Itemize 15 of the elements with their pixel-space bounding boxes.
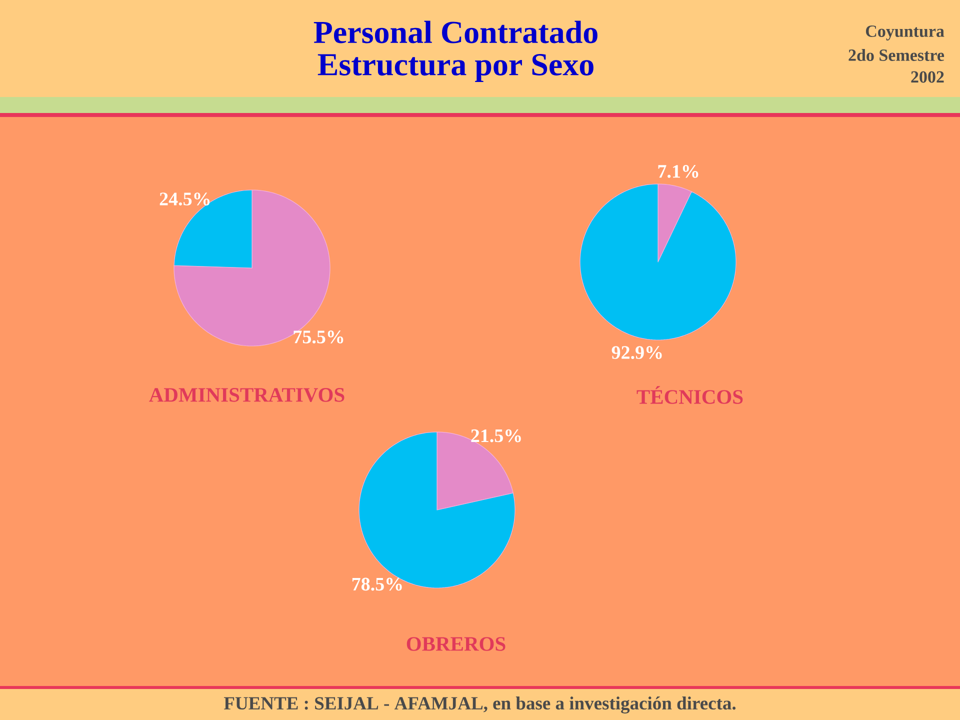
text: Coyuntura [866,26,944,40]
text: ADMINISTRATIVOS [149,388,344,402]
text: TÉCNICOS [636,386,743,404]
data-label: 78.5% [352,578,402,591]
data-label: 21.5% [471,429,521,442]
data-label: 7.1% [658,164,698,178]
source-note: FUENTE : SEIJAL - AFAMJAL, en base a investigación directa. [224,696,736,714]
text: OBREROS [406,637,506,651]
text: 2do Semestre [848,49,944,61]
text: Estructura por Sexo [318,54,594,82]
text: 2002 [911,71,944,83]
data-label: 24.5% [160,192,210,206]
data-label: 92.9% [612,346,662,360]
text: Personal Contratado [314,20,598,44]
data-label: 75.5% [294,330,344,344]
